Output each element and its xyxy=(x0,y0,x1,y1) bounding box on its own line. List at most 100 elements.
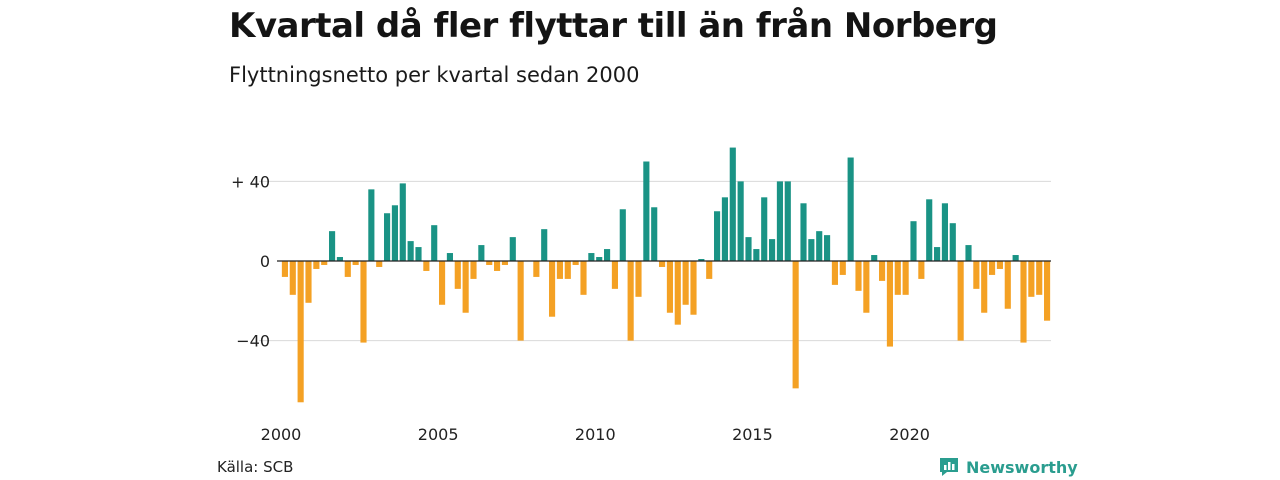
bar xyxy=(336,257,343,261)
bar xyxy=(1036,261,1043,295)
brand-logo[interactable]: Newsworthy xyxy=(938,456,1078,478)
bar xyxy=(871,255,878,261)
bar xyxy=(423,261,430,271)
bar xyxy=(462,261,469,313)
bar xyxy=(501,261,508,265)
bar xyxy=(486,261,493,265)
bar xyxy=(580,261,587,295)
bar xyxy=(384,213,391,261)
bar xyxy=(910,221,917,261)
bar xyxy=(391,205,398,261)
bar xyxy=(588,253,595,261)
bar xyxy=(627,261,634,341)
bar xyxy=(399,183,406,261)
bar xyxy=(517,261,524,341)
bar xyxy=(698,259,705,261)
bar xyxy=(305,261,312,303)
bar xyxy=(313,261,320,269)
bar xyxy=(784,181,791,261)
bar xyxy=(596,257,603,261)
bar xyxy=(1028,261,1035,297)
bar xyxy=(800,203,807,261)
x-tick-label: 2000 xyxy=(261,425,302,444)
bar xyxy=(776,181,783,261)
bar xyxy=(941,203,948,261)
bar xyxy=(509,237,516,261)
bar xyxy=(965,245,972,261)
bar xyxy=(1020,261,1027,343)
bars xyxy=(281,147,1051,403)
bar xyxy=(329,231,336,261)
bar xyxy=(769,239,776,261)
bar xyxy=(824,235,831,261)
bar xyxy=(415,247,422,261)
bar xyxy=(635,261,642,297)
bar xyxy=(761,197,768,261)
bar xyxy=(847,157,854,261)
bar xyxy=(996,261,1003,269)
bar xyxy=(1004,261,1011,309)
bar xyxy=(360,261,367,343)
bar xyxy=(494,261,501,271)
bar xyxy=(643,161,650,261)
bar xyxy=(753,249,760,261)
bar xyxy=(792,261,799,389)
x-tick-label: 2020 xyxy=(889,425,930,444)
bar xyxy=(721,197,728,261)
bar xyxy=(439,261,446,305)
bar xyxy=(973,261,980,289)
bar xyxy=(902,261,909,295)
bar xyxy=(926,199,933,261)
bar xyxy=(604,249,611,261)
x-tick-label: 2005 xyxy=(418,425,459,444)
bar xyxy=(808,239,815,261)
bar xyxy=(572,261,579,265)
bar-chart: + 40 0 −40 2000 2005 2010 2015 2020 xyxy=(231,147,1051,444)
bar xyxy=(478,245,485,261)
bar xyxy=(934,247,941,261)
bar xyxy=(957,261,964,341)
bar xyxy=(918,261,925,279)
bar xyxy=(470,261,477,279)
y-tick-label: 0 xyxy=(260,252,270,271)
bar xyxy=(344,261,351,277)
bar xyxy=(651,207,658,261)
bar xyxy=(619,209,626,261)
source-credit: Källa: SCB xyxy=(217,458,294,476)
bar xyxy=(682,261,689,305)
bar xyxy=(879,261,886,281)
bar xyxy=(745,237,752,261)
brand-name: Newsworthy xyxy=(966,457,1078,477)
newsworthy-logo-icon xyxy=(940,458,958,476)
bar xyxy=(549,261,556,317)
bar xyxy=(706,261,713,279)
bar xyxy=(289,261,296,295)
bar xyxy=(949,223,956,261)
bar xyxy=(368,189,375,261)
axes: + 40 0 −40 2000 2005 2010 2015 2020 xyxy=(231,172,1051,444)
bar xyxy=(564,261,571,279)
x-tick-label: 2015 xyxy=(732,425,773,444)
bar xyxy=(737,181,744,261)
bar xyxy=(714,211,721,261)
bar xyxy=(729,147,736,261)
bar xyxy=(533,261,540,277)
bar xyxy=(831,261,838,285)
gridlines xyxy=(259,180,1051,342)
bar xyxy=(446,253,453,261)
bar xyxy=(1012,255,1019,261)
bar xyxy=(981,261,988,313)
bar xyxy=(855,261,862,291)
chart-title: Kvartal då fler flyttar till än från Nor… xyxy=(229,6,998,46)
bar xyxy=(863,261,870,313)
y-tick-label: −40 xyxy=(236,332,270,351)
bar xyxy=(297,261,304,403)
bar xyxy=(816,231,823,261)
bar xyxy=(886,261,893,347)
bar xyxy=(321,261,328,265)
bar xyxy=(611,261,618,289)
bar xyxy=(431,225,438,261)
bar xyxy=(674,261,681,325)
bar xyxy=(1044,261,1051,321)
bar xyxy=(666,261,673,313)
